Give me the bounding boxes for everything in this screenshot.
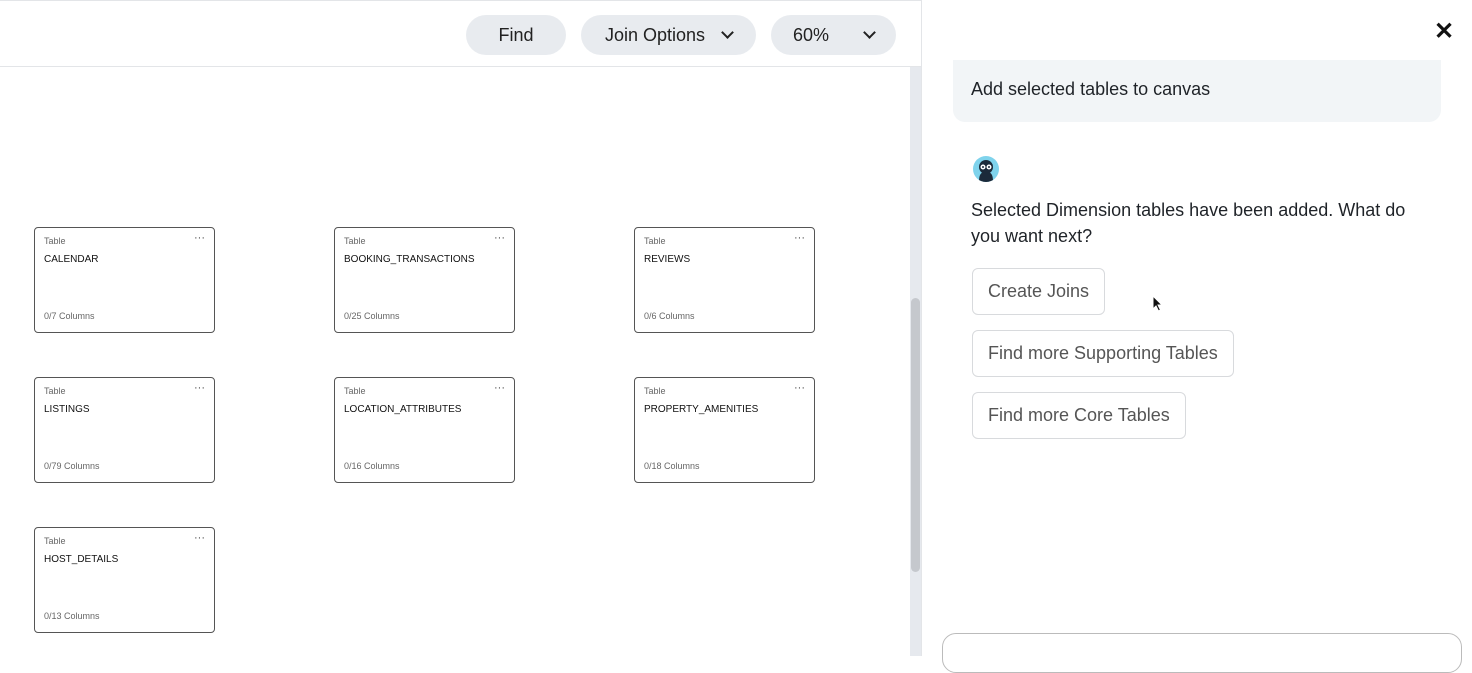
column-count: 0/7 Columns	[44, 311, 95, 321]
canvas[interactable]: Table ··· CALENDAR 0/7 Columns Table ··· BOOKI…	[0, 67, 910, 656]
canvas-toolbar: Find Join Options 60%	[0, 0, 921, 67]
panel-divider	[921, 0, 922, 656]
table-type-label: Table	[44, 536, 66, 546]
join-options-label: Join Options	[604, 24, 706, 45]
find-core-tables-button[interactable]: Find more Core Tables	[972, 392, 1186, 439]
table-type-label: Table	[44, 236, 66, 246]
zoom-dropdown[interactable]: 60%	[771, 15, 896, 55]
user-message: Add selected tables to canvas	[953, 60, 1441, 122]
mouse-cursor-icon	[1152, 295, 1164, 312]
table-type-label: Table	[44, 386, 66, 396]
column-count: 0/13 Columns	[44, 611, 100, 621]
table-card[interactable]: Table ··· HOST_DETAILS 0/13 Columns	[34, 527, 215, 633]
table-card[interactable]: Table ··· BOOKING_TRANSACTIONS 0/25 Columns	[334, 227, 515, 333]
table-card[interactable]: Table ··· CALENDAR 0/7 Columns	[34, 227, 215, 333]
close-icon[interactable]: ✕	[1434, 18, 1455, 45]
chevron-down-icon	[721, 26, 734, 39]
table-name: LOCATION_ATTRIBUTES	[344, 404, 462, 415]
assistant-avatar-icon	[973, 156, 999, 182]
table-card[interactable]: Table ··· PROPERTY_AMENITIES 0/18 Columns	[634, 377, 815, 483]
more-options-icon[interactable]: ···	[194, 382, 205, 394]
canvas-scrollbar[interactable]	[910, 67, 921, 656]
more-options-icon[interactable]: ···	[494, 382, 505, 394]
table-name: BOOKING_TRANSACTIONS	[344, 254, 475, 265]
chat-input[interactable]	[942, 633, 1462, 673]
column-count: 0/25 Columns	[344, 311, 400, 321]
table-name: LISTINGS	[44, 404, 90, 415]
table-type-label: Table	[644, 386, 666, 396]
column-count: 0/79 Columns	[44, 461, 100, 471]
table-name: REVIEWS	[644, 254, 691, 265]
table-card[interactable]: Table ··· LOCATION_ATTRIBUTES 0/16 Columns	[334, 377, 515, 483]
more-options-icon[interactable]: ···	[194, 232, 205, 244]
table-card[interactable]: Table ··· REVIEWS 0/6 Columns	[634, 227, 815, 333]
more-options-icon[interactable]: ···	[494, 232, 505, 244]
create-joins-button[interactable]: Create Joins	[972, 268, 1106, 315]
table-card[interactable]: Table ··· LISTINGS 0/79 Columns	[34, 377, 215, 483]
table-type-label: Table	[344, 236, 366, 246]
assistant-message: Selected Dimension tables have been adde…	[971, 200, 1406, 246]
column-count: 0/18 Columns	[644, 461, 700, 471]
column-count: 0/6 Columns	[644, 311, 695, 321]
more-options-icon[interactable]: ···	[194, 532, 205, 544]
find-button[interactable]: Find	[466, 15, 566, 55]
more-options-icon[interactable]: ···	[794, 382, 805, 394]
find-supporting-tables-button[interactable]: Find more Supporting Tables	[972, 330, 1234, 377]
table-name: CALENDAR	[44, 254, 99, 265]
table-type-label: Table	[644, 236, 666, 246]
table-type-label: Table	[344, 386, 366, 396]
more-options-icon[interactable]: ···	[794, 232, 805, 244]
scrollbar-thumb[interactable]	[911, 298, 920, 572]
table-name: PROPERTY_AMENITIES	[644, 404, 759, 415]
join-options-dropdown[interactable]: Join Options	[581, 15, 756, 55]
zoom-label: 60%	[792, 24, 830, 45]
table-name: HOST_DETAILS	[44, 554, 119, 565]
chevron-down-icon	[863, 26, 876, 39]
column-count: 0/16 Columns	[344, 461, 400, 471]
find-label: Find	[498, 24, 534, 45]
